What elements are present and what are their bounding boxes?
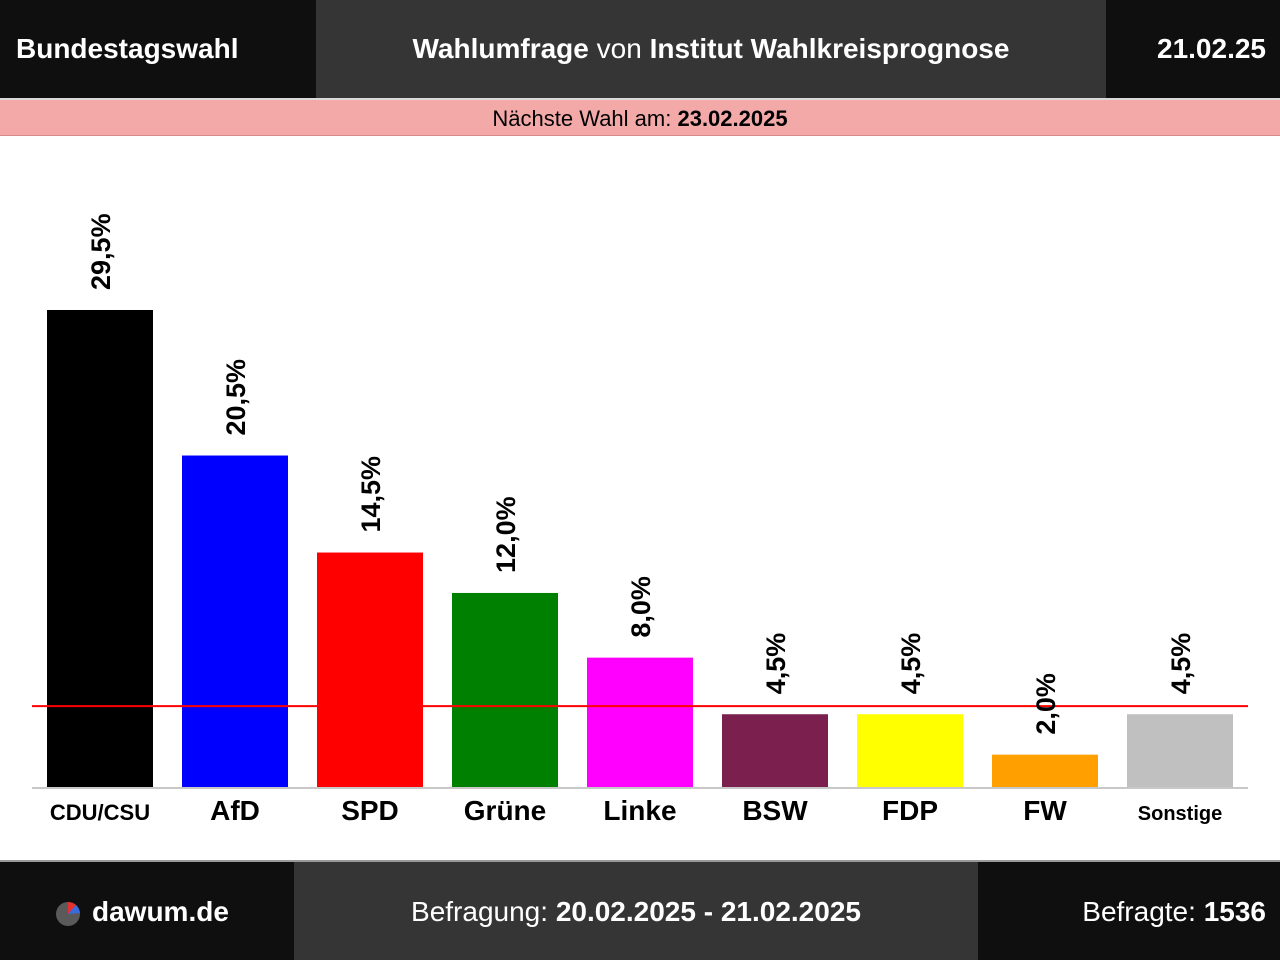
bar-3: [317, 552, 423, 787]
value-label-9: 4,5%: [1166, 633, 1196, 695]
header-title: Bundestagswahl: [16, 33, 239, 64]
bar-8: [992, 754, 1098, 787]
bar-5: [587, 657, 693, 787]
dawum-logo-icon: [56, 901, 80, 926]
value-label-4: 12,0%: [491, 496, 521, 573]
respondents-label: Befragte:: [1082, 896, 1196, 927]
institute-name: Institut Wahlkreisprognose: [649, 33, 1010, 64]
value-label-1: 29,5%: [86, 213, 116, 290]
category-label-2: AfD: [210, 795, 260, 826]
category-label-4: Grüne: [464, 795, 546, 826]
value-label-7: 4,5%: [896, 633, 926, 695]
footer-center: Befragung: 20.02.2025 - 21.02.2025: [294, 862, 978, 960]
brand-name: dawum.de: [92, 896, 229, 927]
poll-bar-chart: 29,5% 20,5% 14,5% 12,0% 8,0% 4,5% 4,5% 2,0% 4,5%…: [32, 213, 1248, 826]
respondents: Befragte: 1536: [1082, 862, 1266, 960]
value-labels-group: 29,5% 20,5% 14,5% 12,0% 8,0% 4,5% 4,5% 2,0% 4,5%: [86, 213, 1196, 734]
header-date: 21.02.25: [1157, 33, 1266, 64]
bar-4: [452, 592, 558, 787]
respondents-count: 1536: [1203, 896, 1266, 927]
survey-period-label: Befragung:: [411, 896, 549, 927]
header-center: Wahlumfrage von Institut Wahlkreisprogno…: [316, 0, 1106, 98]
footer-right: Befragte: 1536: [978, 862, 1280, 960]
poll-heading-part1: Wahlumfrage: [412, 33, 589, 64]
category-label-6: BSW: [742, 795, 808, 826]
bar-6: [722, 714, 828, 787]
category-label-8: FW: [1023, 795, 1067, 826]
next-election-bar: Nächste Wahl am: 23.02.2025: [0, 98, 1280, 136]
footer-bar: dawum.de Befragung: 20.02.2025 - 21.02.2…: [0, 860, 1280, 960]
header-left: Bundestagswahl: [0, 0, 316, 98]
bar-7: [857, 714, 963, 787]
category-label-1: CDU/CSU: [50, 800, 150, 825]
category-label-3: SPD: [341, 795, 399, 826]
category-label-5: Linke: [603, 795, 676, 826]
category-label-9: Sonstige: [1138, 803, 1222, 825]
next-election-text: Nächste Wahl am: 23.02.2025: [0, 100, 1280, 138]
value-label-2: 20,5%: [221, 359, 251, 436]
bar-9: [1127, 714, 1233, 787]
value-label-5: 8,0%: [626, 576, 656, 638]
category-label-7: FDP: [882, 795, 938, 826]
header-right: 21.02.25: [1106, 0, 1280, 98]
bar-2: [182, 455, 288, 787]
poll-heading-part2: von: [596, 33, 642, 64]
survey-period: Befragung: 20.02.2025 - 21.02.2025: [294, 862, 978, 960]
poll-heading: Wahlumfrage von Institut Wahlkreisprogno…: [316, 0, 1106, 98]
next-election-label: Nächste Wahl am:: [492, 106, 672, 131]
value-label-6: 4,5%: [761, 633, 791, 695]
value-label-3: 14,5%: [356, 456, 386, 533]
header-bar: Bundestagswahl Wahlumfrage von Institut …: [0, 0, 1280, 98]
next-election-date: 23.02.2025: [677, 106, 788, 131]
bars-group: [47, 309, 1233, 787]
category-labels-group: CDU/CSU AfD SPD Grüne Linke BSW FDP FW Sonstige: [50, 795, 1222, 826]
survey-period-value: 20.02.2025 - 21.02.2025: [555, 896, 861, 927]
bar-1: [47, 309, 153, 787]
value-label-8: 2,0%: [1031, 673, 1061, 735]
footer-left[interactable]: dawum.de: [0, 862, 294, 960]
